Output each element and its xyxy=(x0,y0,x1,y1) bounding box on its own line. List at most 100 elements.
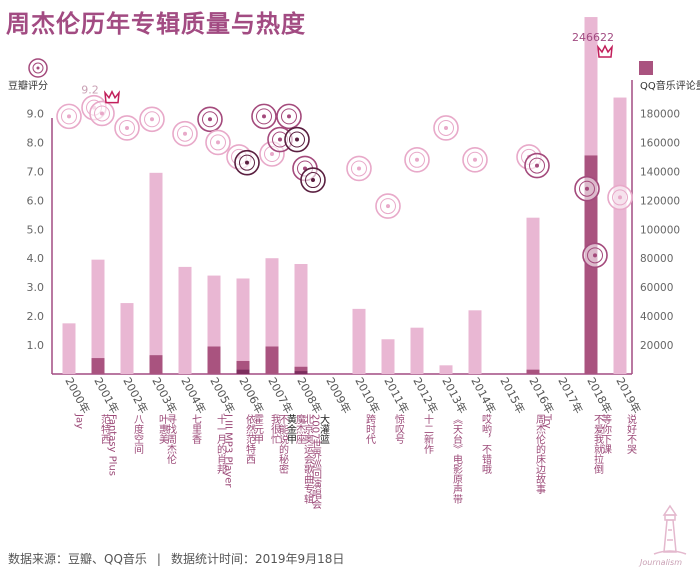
score-disc xyxy=(375,193,401,219)
score-disc xyxy=(433,115,459,141)
year-label: 2011年 xyxy=(381,375,412,416)
year-label: 2004年 xyxy=(178,375,209,416)
score-discs xyxy=(56,94,633,269)
score-disc xyxy=(205,129,231,156)
left-tick-label: 4.0 xyxy=(27,252,45,265)
comment-bar xyxy=(410,327,424,374)
comment-bar xyxy=(265,258,279,374)
album-label: 说好不哭 xyxy=(625,413,637,455)
year-label: 2019年 xyxy=(613,375,644,416)
score-disc xyxy=(346,155,372,182)
album-label: 惊叹号 xyxy=(393,413,405,445)
score-disc xyxy=(251,103,277,130)
album-label: 十一月的肖邦 xyxy=(215,413,227,475)
comment-bar xyxy=(149,172,163,374)
right-tick-label: 140000 xyxy=(640,166,680,178)
disc-legend-icon xyxy=(28,58,48,78)
album-label: 哎哟，不错哦 xyxy=(480,414,492,474)
year-label: 2012年 xyxy=(410,375,441,416)
comment-bar xyxy=(613,97,627,374)
year-label: 2015年 xyxy=(497,375,528,416)
max-score-label: 9.2 xyxy=(81,84,99,97)
comment-bar-highlight xyxy=(91,358,105,374)
score-disc xyxy=(276,103,302,130)
crown-icon xyxy=(597,44,613,58)
album-label: 霍元甲 xyxy=(252,414,264,445)
score-disc xyxy=(300,167,326,193)
year-label: 2007年 xyxy=(265,375,296,416)
comment-bar xyxy=(120,303,134,374)
left-tick-label: 6.0 xyxy=(27,194,45,207)
album-label: 周杰伦的床边故事 xyxy=(534,414,546,494)
album-label: Fantasy Plus xyxy=(107,414,118,476)
score-disc xyxy=(284,126,310,153)
lighthouse-logo-icon xyxy=(653,504,687,555)
album-label: 叶惠美 xyxy=(157,414,169,445)
right-tick-label: 160000 xyxy=(640,137,680,149)
year-label: 2005年 xyxy=(207,375,238,416)
logo-text: Journalism xyxy=(640,558,682,567)
year-label: 2002年 xyxy=(120,375,151,416)
year-label: 2006年 xyxy=(236,375,267,416)
comment-bar-highlight xyxy=(265,346,279,374)
score-disc xyxy=(607,184,633,211)
comment-bar xyxy=(526,217,540,374)
comment-bar xyxy=(178,266,192,374)
comment-bar-highlight xyxy=(294,366,308,374)
right-tick-label: 60000 xyxy=(640,282,673,294)
comment-bar-highlight xyxy=(149,355,163,374)
album-label: 大灌篮 xyxy=(318,413,330,444)
score-disc xyxy=(89,100,115,127)
album-label: 北京奥运会歌曲专辑 xyxy=(302,414,314,504)
comment-bar-highlight xyxy=(526,369,540,374)
right-tick-label: 80000 xyxy=(640,253,673,265)
comment-bar-highlight xyxy=(294,371,308,374)
year-label: 2017年 xyxy=(555,375,586,416)
year-label: 2016年 xyxy=(526,375,557,416)
right-axis-label: QQ音乐评论量 xyxy=(640,79,700,92)
album-label: 魔杰座 xyxy=(294,413,306,444)
year-label: 2018年 xyxy=(584,375,615,416)
year-label: 2010年 xyxy=(352,375,383,416)
album-label: 2007世界巡回演唱会 xyxy=(310,414,322,510)
album-label: 十二新作 xyxy=(422,413,434,454)
left-tick-label: 2.0 xyxy=(27,310,45,323)
score-disc xyxy=(172,120,198,147)
album-label: 我很忙 xyxy=(269,414,281,444)
album-label: Jay xyxy=(74,413,85,429)
album-label: Try xyxy=(542,413,553,429)
crown-icon xyxy=(104,90,120,104)
album-label: 《天台》电影原声带 xyxy=(451,414,463,505)
left-tick-label: 8.0 xyxy=(27,136,45,149)
comment-bar xyxy=(91,259,105,374)
comment-bar xyxy=(236,278,250,374)
bars xyxy=(62,17,627,374)
score-disc xyxy=(404,146,430,173)
comment-bar xyxy=(352,308,366,374)
right-tick-label: 100000 xyxy=(640,224,680,236)
left-tick-label: 7.0 xyxy=(27,165,45,178)
axes: 1.0 2.0 3.0 4.0 5.0 6.0 7.0 8.0 9.0 20000 40000 600… xyxy=(8,58,700,375)
footer-separator: | xyxy=(156,552,161,566)
chart-title: 周杰伦历年专辑质量与热度 xyxy=(6,10,306,38)
album-label: 依然范特西 xyxy=(244,413,256,464)
year-label: 2000年 xyxy=(62,375,93,416)
footer-source: 数据来源：豆瓣、QQ音乐 xyxy=(8,552,147,566)
album-label: 不爱我就拉倒 xyxy=(592,414,604,474)
left-tick-label: 5.0 xyxy=(27,223,45,236)
left-tick-label: 3.0 xyxy=(27,281,45,294)
album-label: 跨时代 xyxy=(364,414,376,445)
year-label: 2008年 xyxy=(294,375,325,416)
album-label: J III MP3 Player xyxy=(223,413,234,488)
comment-bar xyxy=(439,365,453,374)
comment-bar xyxy=(381,339,395,374)
left-tick-label: 1.0 xyxy=(27,339,45,352)
album-label: 寻找周杰伦 xyxy=(165,414,177,464)
comment-bar-highlight xyxy=(207,346,221,374)
score-disc xyxy=(582,242,608,269)
album-label: 等你下课 xyxy=(600,413,612,455)
score-disc xyxy=(574,175,600,202)
comment-bar xyxy=(468,310,482,374)
year-label: 2009年 xyxy=(323,375,354,416)
